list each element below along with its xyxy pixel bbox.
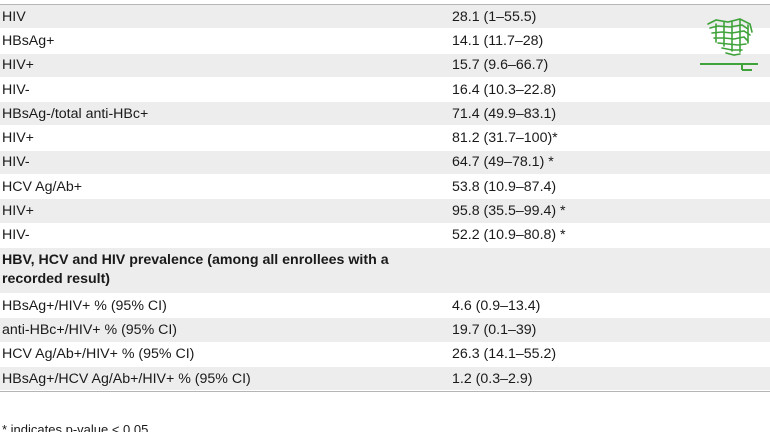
row-value: 95.8 (35.5–99.4) * <box>452 203 566 220</box>
row-label: HIV+ <box>2 57 34 74</box>
section-heading: HBV, HCV and HIV prevalence (among all e… <box>2 251 389 287</box>
row-value: 28.1 (1–55.5) <box>452 8 537 25</box>
table-row: anti-HBc+/HIV+ % (95% CI) 19.7 (0.1–39) <box>0 318 770 343</box>
row-value: 15.7 (9.6–66.7) <box>452 57 549 74</box>
row-value: 71.4 (49.9–83.1) <box>452 105 557 122</box>
row-value: 52.2 (10.9–80.8) * <box>452 227 566 244</box>
row-label: HBsAg+ <box>2 32 55 49</box>
section-heading-row: HBV, HCV and HIV prevalence (among all e… <box>0 247 770 294</box>
row-value: 14.1 (11.7–28) <box>452 32 544 49</box>
plos-logo-icon[interactable] <box>698 14 760 72</box>
table-row: HIV+ 95.8 (35.5–99.4) * <box>0 199 770 224</box>
table-row: HIV- 16.4 (10.3–22.8) <box>0 77 770 103</box>
row-value: 19.7 (0.1–39) <box>452 321 537 338</box>
row-label: HIV- <box>2 81 30 98</box>
table-row: HCV Ag/Ab+/HIV+ % (95% CI) 26.3 (14.1–55… <box>0 342 770 367</box>
row-label: HBsAg+/HCV Ag/Ab+/HIV+ % (95% CI) <box>2 370 251 387</box>
row-label: HBsAg-/total anti-HBc+ <box>2 105 149 122</box>
table-row: HBsAg-/total anti-HBc+ 71.4 (49.9–83.1) <box>0 102 770 127</box>
row-label: HIV+ <box>2 203 34 220</box>
table-row: HIV+ 81.2 (31.7–100)* <box>0 126 770 151</box>
row-label: HCV Ag/Ab+ <box>2 178 83 195</box>
row-label: HIV- <box>2 227 30 244</box>
row-value: 26.3 (14.1–55.2) <box>452 346 557 363</box>
row-value: 4.6 (0.9–13.4) <box>452 297 541 314</box>
table-row: HIV- 52.2 (10.9–80.8) * <box>0 223 770 248</box>
table-row: HBsAg+/HCV Ag/Ab+/HIV+ % (95% CI) 1.2 (0… <box>0 366 770 392</box>
table-row: HIV- 64.7 (49–78.1) * <box>0 150 770 176</box>
table-row: HCV Ag/Ab+ 53.8 (10.9–87.4) <box>0 175 770 200</box>
row-label: anti-HBc+/HIV+ % (95% CI) <box>2 321 178 338</box>
row-label: HIV- <box>2 154 30 171</box>
row-label: HIV <box>2 8 26 25</box>
row-value: 16.4 (10.3–22.8) <box>452 81 557 98</box>
table-row: HIV+ 15.7 (9.6–66.7) <box>0 53 770 78</box>
row-value: 81.2 (31.7–100)* <box>452 130 558 147</box>
row-value: 64.7 (49–78.1) * <box>452 154 554 171</box>
row-value: 1.2 (0.3–2.9) <box>452 370 533 387</box>
row-label: HIV+ <box>2 130 34 147</box>
row-label: HBsAg+/HIV+ % (95% CI) <box>2 297 167 314</box>
table-row: HIV 28.1 (1–55.5) <box>0 5 770 30</box>
row-value: 53.8 (10.9–87.4) <box>452 178 557 195</box>
data-table: HIV 28.1 (1–55.5) HBsAg+ 14.1 (11.7–28) … <box>0 4 770 393</box>
row-label: HCV Ag/Ab+/HIV+ % (95% CI) <box>2 346 195 363</box>
table-footnote: * indicates p-value < 0.05 <box>2 422 149 432</box>
table-row: HBsAg+/HIV+ % (95% CI) 4.6 (0.9–13.4) <box>0 293 770 319</box>
table-row: HBsAg+ 14.1 (11.7–28) <box>0 29 770 54</box>
